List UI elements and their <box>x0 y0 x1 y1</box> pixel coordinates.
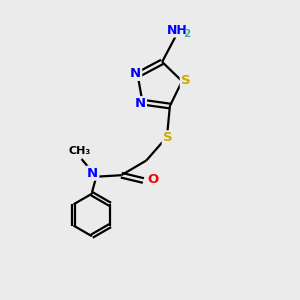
Text: S: S <box>163 131 172 144</box>
Text: CH₃: CH₃ <box>68 146 90 156</box>
Text: N: N <box>130 67 141 80</box>
Text: N: N <box>135 97 146 110</box>
Text: 2: 2 <box>183 29 190 39</box>
Text: S: S <box>181 74 190 87</box>
Text: O: O <box>147 172 158 185</box>
Text: N: N <box>87 167 98 180</box>
Text: NH: NH <box>167 24 187 37</box>
